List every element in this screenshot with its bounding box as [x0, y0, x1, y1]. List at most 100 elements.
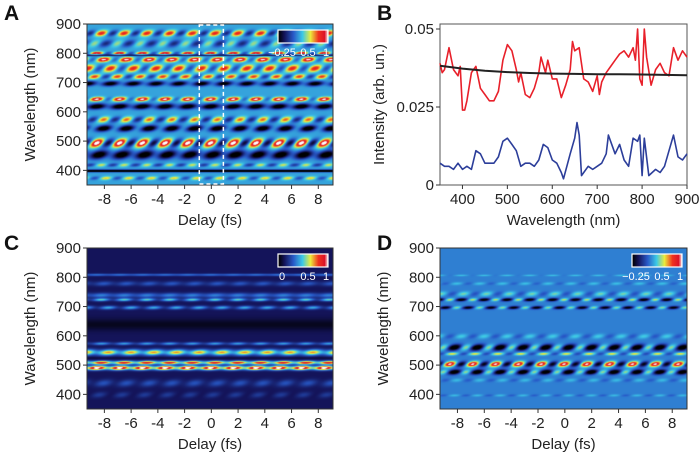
- colorbar-segment: [312, 30, 314, 43]
- colorbar-segment: [656, 254, 658, 267]
- colorbar-segment: [325, 254, 327, 267]
- colorbar-segment: [296, 254, 298, 267]
- y-tick-label: 600: [409, 328, 434, 345]
- colorbar-segment: [283, 254, 285, 267]
- colorbar-segment: [660, 254, 662, 267]
- series-line-blue: [439, 121, 688, 180]
- colorbar-segment: [674, 254, 676, 267]
- x-tick-label: 800: [630, 191, 655, 208]
- colorbar-segment: [316, 30, 318, 43]
- colorbar-segment: [317, 254, 319, 267]
- series-line-black: [439, 64, 688, 77]
- colorbar-segment: [304, 254, 306, 267]
- colorbar-segment: [661, 254, 663, 267]
- heatmap-c-canvas: [87, 248, 333, 409]
- colorbar-segment: [279, 254, 281, 267]
- y-tick-label: 500: [409, 357, 434, 374]
- x-tick-label: 6: [287, 191, 295, 208]
- colorbar-segment: [636, 254, 638, 267]
- colorbar-segment: [286, 30, 288, 43]
- x-tick-label: 2: [234, 191, 242, 208]
- colorbar-tick-label: 1: [323, 47, 329, 59]
- colorbar-segment: [645, 254, 647, 267]
- colorbar-segment: [665, 254, 667, 267]
- x-tick-label: 600: [540, 191, 565, 208]
- colorbar-segment: [311, 30, 313, 43]
- y-tick-label: 500: [56, 133, 81, 150]
- colorbar-segment: [662, 254, 664, 267]
- x-tick-label: -8: [98, 415, 111, 432]
- colorbar-segment: [321, 254, 323, 267]
- x-tick-label: 8: [314, 415, 322, 432]
- x-tick-label: -2: [178, 191, 191, 208]
- colorbar-segment: [651, 254, 653, 267]
- colorbar-segment: [637, 254, 639, 267]
- colorbar-segment: [322, 254, 324, 267]
- colorbar-segment: [318, 30, 320, 43]
- colorbar-segment: [293, 254, 295, 267]
- colorbar-segment: [650, 254, 652, 267]
- colorbar-segment: [309, 254, 311, 267]
- colorbar-segment: [326, 30, 328, 43]
- colorbar-segment: [634, 254, 636, 267]
- colorbar-segment: [294, 30, 296, 43]
- colorbar-segment: [640, 254, 642, 267]
- colorbar-segment: [284, 254, 286, 267]
- colorbar-segment: [302, 30, 304, 43]
- colorbar-segment: [653, 254, 655, 267]
- colorbar-segment: [282, 30, 284, 43]
- colorbar-segment: [297, 254, 299, 267]
- colorbar-segment: [316, 254, 318, 267]
- colorbar-segment: [300, 30, 302, 43]
- colorbar-segment: [287, 30, 289, 43]
- x-tick-label: -8: [451, 415, 464, 432]
- colorbar-segment: [293, 30, 295, 43]
- colorbar-segment: [306, 30, 308, 43]
- y-tick-label: 600: [56, 104, 81, 121]
- x-tick-label: -4: [504, 415, 517, 432]
- x-tick-label: 400: [450, 191, 475, 208]
- colorbar-segment: [281, 30, 283, 43]
- colorbar-segment: [644, 254, 646, 267]
- colorbar-segment: [288, 30, 290, 43]
- heatmap-a-axes: -8 -6 -4 -2 0 2 4 6 8 400 500 600 700 800 900 Delay (fs…: [22, 16, 334, 229]
- colorbar-segment: [302, 254, 304, 267]
- colorbar: −0.25 0.5 1: [622, 253, 683, 283]
- heatmap-d-axes: -8 -6 -4 -2 0 2 4 6 8 400 500 600 700 800 900 Delay (fs…: [375, 240, 688, 453]
- colorbar-segment: [680, 254, 682, 267]
- colorbar-segment: [303, 30, 305, 43]
- colorbar-segment: [679, 254, 681, 267]
- colorbar-tick-label: 1: [323, 271, 329, 283]
- colorbar-segment: [280, 30, 282, 43]
- colorbar-segment: [301, 254, 303, 267]
- x-axis-label: Wavelength (nm): [507, 212, 621, 229]
- colorbar-segment: [279, 30, 281, 43]
- y-tick-label: 700: [56, 299, 81, 316]
- colorbar-segment: [295, 30, 297, 43]
- colorbar-segment: [284, 30, 286, 43]
- colorbar-segment: [639, 254, 641, 267]
- colorbar-segment: [320, 254, 322, 267]
- colorbar-segment: [289, 254, 291, 267]
- colorbar-segment: [671, 254, 673, 267]
- colorbar: 0 0.5 1: [277, 253, 329, 283]
- colorbar-segment: [278, 30, 280, 43]
- colorbar-segment: [322, 30, 324, 43]
- colorbar-segment: [292, 254, 294, 267]
- colorbar-segment: [308, 254, 310, 267]
- colorbar-segment: [294, 254, 296, 267]
- y-tick-label: 400: [56, 162, 81, 179]
- y-tick-label: 600: [56, 328, 81, 345]
- heatmap-a-canvas: [87, 24, 333, 185]
- colorbar-segment: [280, 254, 282, 267]
- colorbar-segment: [317, 30, 319, 43]
- colorbar-segment: [298, 254, 300, 267]
- colorbar-segment: [677, 254, 679, 267]
- colorbar-segment: [289, 30, 291, 43]
- x-tick-label: 700: [585, 191, 610, 208]
- colorbar-segment: [300, 254, 302, 267]
- colorbar-segment: [654, 254, 656, 267]
- colorbar-segment: [647, 254, 649, 267]
- colorbar-segment: [642, 254, 644, 267]
- panel-letter-b: B: [377, 2, 393, 25]
